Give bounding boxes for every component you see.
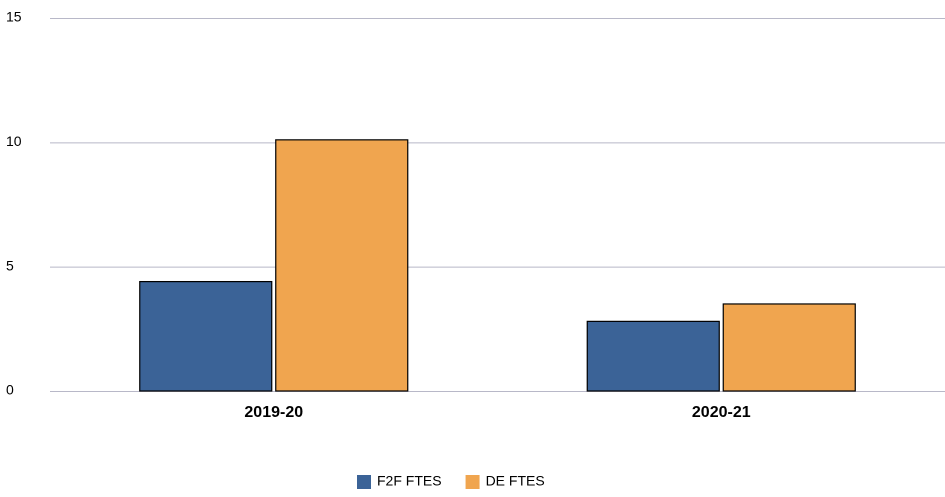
y-tick-label: 0 (6, 382, 14, 398)
y-tick-label: 10 (6, 133, 22, 149)
legend-label: DE FTES (486, 473, 545, 489)
legend-label: F2F FTES (377, 473, 442, 489)
bar (139, 280, 273, 392)
x-tick-label: 2020-21 (692, 404, 751, 421)
y-tick-label: 15 (6, 9, 22, 25)
legend-swatch (357, 475, 371, 489)
bar (722, 303, 856, 392)
x-tick-label: 2019-20 (244, 404, 303, 421)
bar (586, 320, 720, 392)
bar (275, 139, 409, 392)
y-tick-label: 5 (6, 257, 14, 273)
legend-swatch (465, 475, 480, 489)
